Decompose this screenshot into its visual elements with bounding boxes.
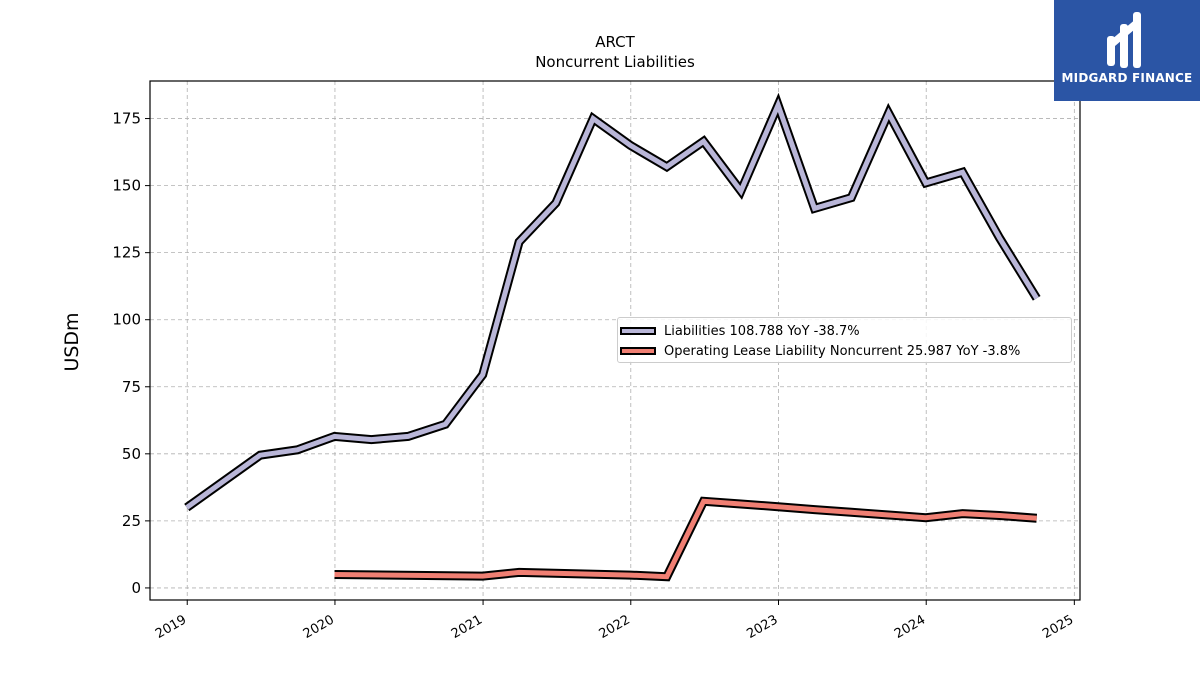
x-tick-label: 2025 [1040,612,1076,642]
y-tick-label: 125 [112,244,141,262]
y-tick-label: 0 [131,579,141,597]
legend-item-operating-lease: Operating Lease Liability Noncurrent 25.… [620,342,1020,360]
plot-area-frame [149,80,1081,601]
x-tick-label: 2024 [892,612,928,642]
y-tick-label: 50 [122,445,141,463]
x-tick-label: 2023 [744,612,780,642]
brand-name: MIDGARD FINANCE [1061,71,1193,85]
gridlines [150,81,1080,600]
chart-legend: Liabilities 108.788 YoY -38.7% Operating… [617,317,1072,363]
series-line-0 [185,98,1039,510]
legend-swatch-liabilities [620,327,656,335]
legend-label-liabilities: Liabilities 108.788 YoY -38.7% [664,323,860,339]
y-tick-label: 75 [122,378,141,396]
series-outline-0 [184,92,1041,512]
series-lines [184,92,1041,582]
y-tick-label: 150 [112,177,141,195]
x-axis-ticks: 2019 2020 2021 2022 2023 2024 2025 [153,600,1076,642]
legend-item-liabilities: Liabilities 108.788 YoY -38.7% [620,322,860,340]
brand-logo: MIDGARD FINANCE [1054,0,1200,101]
x-tick-label: 2021 [449,612,485,642]
x-tick-label: 2019 [153,612,189,642]
y-tick-label: 175 [112,110,141,128]
y-axis-label: USDm [61,312,83,372]
chart-title: ARCT [595,33,635,51]
chart-subtitle: Noncurrent Liabilities [535,53,695,71]
series-line-1 [334,498,1037,580]
y-tick-label: 25 [122,512,141,530]
y-tick-label: 100 [112,311,141,329]
legend-swatch-operating-lease [620,347,656,355]
y-axis-ticks: 0 25 50 75 100 125 150 175 [112,110,150,597]
brand-mark-icon [1107,12,1141,68]
x-tick-label: 2020 [301,612,337,642]
x-tick-label: 2022 [597,612,633,642]
legend-label-operating-lease: Operating Lease Liability Noncurrent 25.… [664,343,1021,359]
